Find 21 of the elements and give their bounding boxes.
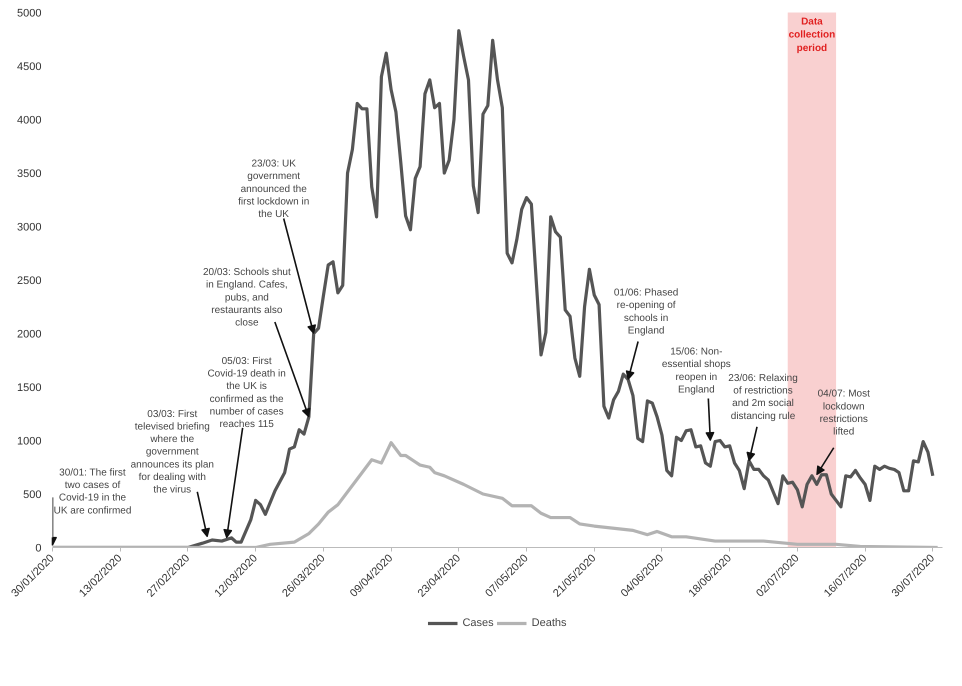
legend-label: Cases: [462, 617, 494, 629]
y-tick-label: 2500: [17, 275, 42, 287]
y-tick-label: 1500: [17, 382, 42, 394]
y-tick-label: 4500: [17, 61, 42, 73]
annotation: 30/01: The first two cases of Covid-19 in the UK are confirmed: [54, 467, 132, 516]
line-series: [52, 441, 940, 548]
band-label: Data collection period: [788, 16, 836, 54]
y-tick-label: 500: [23, 489, 42, 501]
annotation: 23/06: Relaxing of restrictions and 2m social distancing rule: [728, 372, 798, 422]
annotation: 01/06: Phased re-opening of schools in England: [614, 288, 678, 336]
y-tick-label: 1000: [17, 436, 42, 448]
y-tick-label: 3500: [17, 168, 42, 180]
legend-label: Deaths: [532, 617, 567, 629]
y-tick-label: 2000: [17, 328, 42, 340]
annotation: 20/03: Schools shut in England. Cafes, pubs, and restaurants also close: [202, 266, 291, 329]
y-tick-label: 0: [35, 542, 42, 554]
y-tick-label: 3000: [17, 222, 42, 234]
annotation: 04/07: Most lockdown restrictions lifted: [818, 388, 870, 438]
y-tick-label: 4000: [17, 114, 42, 126]
annotation: 23/03: UK government announced the first lockdown in the UK: [238, 158, 310, 220]
y-tick-label: 5000: [17, 8, 42, 20]
